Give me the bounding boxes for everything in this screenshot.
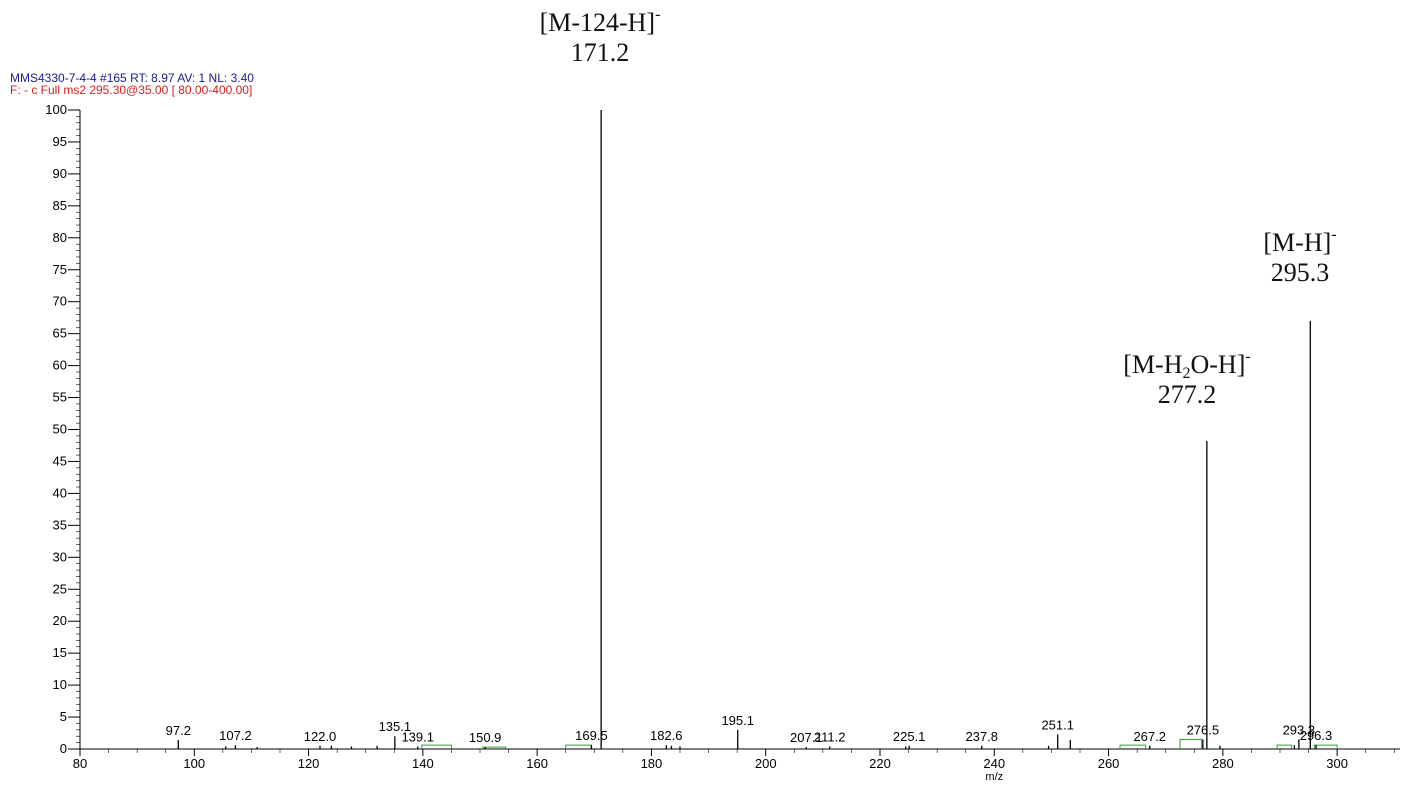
unresolved-segment <box>1313 744 1338 749</box>
x-tick-label: 220 <box>869 756 891 771</box>
peak-label: 251.1 <box>1041 717 1074 732</box>
annotation-m-124-h-value: 171.2 <box>570 38 630 67</box>
filter-info-header: F: - c Full ms2 295.30@35.00 [ 80.00-400… <box>10 83 253 97</box>
peak-label: 182.6 <box>650 728 683 743</box>
peak-label: 97.2 <box>166 723 191 738</box>
annotation-m-h2o-h: [M-H2O-H]- 277.2 <box>1097 348 1277 410</box>
x-tick-label: 180 <box>641 756 663 771</box>
y-tick-label: 0 <box>60 741 67 756</box>
y-tick-label: 85 <box>53 198 67 213</box>
x-tick-label: 100 <box>183 756 205 771</box>
y-tick-label: 100 <box>45 102 67 117</box>
x-axis-title: m/z <box>985 771 1003 783</box>
x-tick-label: 140 <box>412 756 434 771</box>
peak-label: 122.0 <box>304 729 337 744</box>
annotation-m-124-h: [M-124-H]- 171.2 <box>525 6 675 68</box>
y-tick-label: 5 <box>60 709 67 724</box>
peak-label: 293.3 <box>1283 722 1316 737</box>
peak-label: 225.1 <box>893 729 926 744</box>
peak-label: 107.2 <box>219 728 252 743</box>
y-tick-label: 80 <box>53 230 67 245</box>
unresolved-segment <box>1179 738 1203 749</box>
y-tick-label: 35 <box>53 517 67 532</box>
annotation-m-h-ion: [M-H]- <box>1263 226 1337 258</box>
peak-label: 211.2 <box>814 729 846 744</box>
peak-label: 135.1 <box>379 719 412 734</box>
peak-label: 267.2 <box>1133 729 1166 744</box>
y-tick-label: 75 <box>53 262 67 277</box>
peak-label: 296.3 <box>1300 728 1333 743</box>
x-tick-label: 260 <box>1098 756 1120 771</box>
y-tick-label: 60 <box>53 358 67 373</box>
unresolved-segment <box>1119 744 1147 749</box>
x-tick-label: 200 <box>755 756 777 771</box>
peak-label: 276.5 <box>1187 722 1220 737</box>
y-tick-label: 90 <box>53 166 67 181</box>
annotation-m-h2o-h-value: 277.2 <box>1157 380 1217 409</box>
y-tick-label: 20 <box>53 613 67 628</box>
x-tick-label: 80 <box>73 756 87 771</box>
annotation-m-h-value: 295.3 <box>1270 258 1330 287</box>
x-tick-label: 300 <box>1326 756 1348 771</box>
peak-label: 195.1 <box>721 713 754 728</box>
peak-label: 237.8 <box>965 729 998 744</box>
annotation-m-h2o-h-ion: [M-H2O-H]- <box>1123 348 1251 382</box>
y-tick-label: 25 <box>53 581 67 596</box>
y-tick-label: 55 <box>53 390 67 405</box>
unresolved-segment <box>1276 744 1292 749</box>
y-tick-label: 15 <box>53 645 67 660</box>
scan-info-header: MMS4330-7-4-4 #165 RT: 8.97 AV: 1 NL: 3.… <box>10 71 254 85</box>
x-tick-label: 120 <box>298 756 320 771</box>
x-tick-label: 160 <box>526 756 548 771</box>
unresolved-segment <box>565 744 592 749</box>
y-tick-label: 45 <box>53 453 67 468</box>
y-tick-label: 50 <box>53 422 67 437</box>
y-tick-label: 95 <box>53 134 67 149</box>
peak-label: 139.1 <box>401 729 434 744</box>
unresolved-segment <box>421 744 452 749</box>
x-tick-label: 240 <box>983 756 1005 771</box>
peak-label: 207.1 <box>790 730 823 745</box>
peak-label: 150.9 <box>469 730 502 745</box>
x-tick-label: 280 <box>1212 756 1234 771</box>
annotation-m-h: [M-H]- 295.3 <box>1240 226 1360 288</box>
y-tick-label: 10 <box>53 677 67 692</box>
y-tick-label: 65 <box>53 326 67 341</box>
y-tick-label: 40 <box>53 485 67 500</box>
y-tick-label: 30 <box>53 549 67 564</box>
y-tick-label: 70 <box>53 294 67 309</box>
annotation-m-124-h-ion: [M-124-H]- <box>539 6 661 38</box>
unresolved-segment <box>482 746 507 749</box>
peak-label: 169.5 <box>575 728 608 743</box>
